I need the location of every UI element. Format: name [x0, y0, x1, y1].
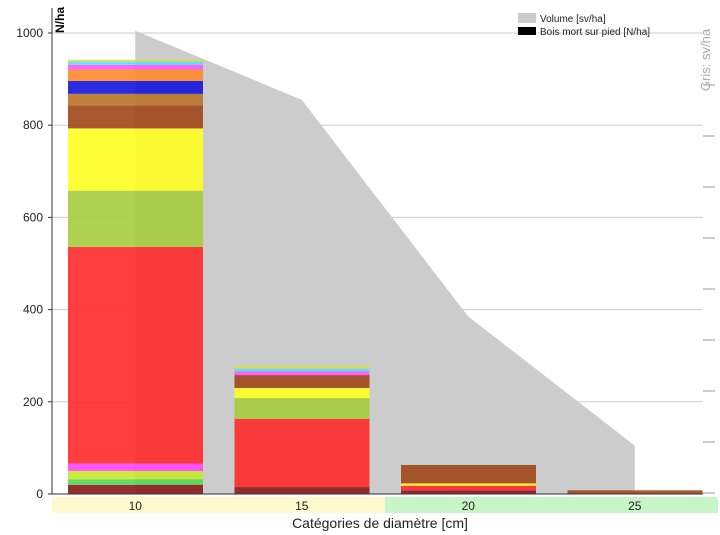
bar-segment-15-1 [234, 418, 370, 488]
axes [51, 8, 703, 495]
bar-segment-15-6 [234, 368, 370, 372]
y-tick-label-0: 0 [36, 487, 43, 501]
bar-segment-15-7 [234, 365, 370, 369]
bar-segment-15-5 [234, 371, 370, 376]
category-band-10 [52, 497, 219, 513]
legend-swatch-deadwood [518, 27, 536, 35]
bar-segment-10-10 [68, 69, 203, 81]
y-tick-label-200: 200 [23, 395, 43, 409]
y-tick-label-1000: 1000 [16, 26, 43, 40]
x-tick-label-25: 25 [628, 499, 642, 513]
x-tick-label-20: 20 [462, 499, 476, 513]
y-tick-label-800: 800 [23, 118, 43, 132]
right-axis-ticks [703, 84, 715, 494]
bar-segment-15-2 [234, 398, 370, 419]
bar-segment-25-0 [567, 490, 703, 494]
bar-segment-10-0 [68, 484, 203, 494]
x-tick-label-10: 10 [129, 499, 143, 513]
right-axis-label: Gris: sv/ha [698, 28, 713, 91]
bar-segment-10-6 [68, 128, 203, 191]
bar-segment-20-0 [401, 490, 536, 494]
bar-segment-20-1 [401, 485, 536, 491]
legend: Volume [sv/ha] Bois mort sur pied [N/ha] [518, 13, 650, 38]
legend-label-volume: Volume [sv/ha] [540, 14, 606, 25]
bar-segment-20-3 [401, 464, 536, 484]
bar-segment-10-1 [68, 479, 203, 485]
x-axis-label: Catégories de diamètre [cm] [292, 515, 468, 531]
bar-segment-10-8 [68, 93, 203, 106]
y-axis-label: N/ha [53, 7, 67, 33]
category-bands [52, 497, 718, 513]
category-band-25 [551, 497, 718, 513]
bar-segment-10-5 [68, 190, 203, 247]
y-tick-labels: 0 200 400 600 800 1000 [16, 26, 52, 501]
bar-segment-10-2 [68, 470, 203, 480]
volume-area [135, 30, 635, 494]
bar-segment-10-9 [68, 80, 203, 94]
bar-segment-15-4 [234, 375, 370, 388]
category-band-15 [218, 497, 385, 513]
legend-swatch-volume [518, 13, 536, 23]
y-tick-label-600: 600 [23, 210, 43, 224]
bar-segment-10-3 [68, 463, 203, 471]
bar-segment-10-4 [68, 246, 203, 464]
bar-segment-10-11 [68, 64, 203, 70]
y-tick-label-400: 400 [23, 303, 43, 317]
category-band-20 [385, 497, 552, 513]
bar-segment-15-0 [234, 487, 370, 494]
bar-segment-10-13 [68, 59, 203, 62]
stacked-bars [68, 59, 703, 494]
bar-segment-10-12 [68, 61, 203, 65]
x-tick-labels: 10 15 20 25 [129, 499, 642, 513]
bar-segment-20-2 [401, 483, 536, 486]
bar-segment-10-7 [68, 105, 203, 129]
volume-area-layer [135, 30, 635, 494]
x-tick-label-15: 15 [295, 499, 309, 513]
bar-segment-15-3 [234, 387, 370, 399]
legend-label-deadwood: Bois mort sur pied [N/ha] [540, 27, 650, 38]
